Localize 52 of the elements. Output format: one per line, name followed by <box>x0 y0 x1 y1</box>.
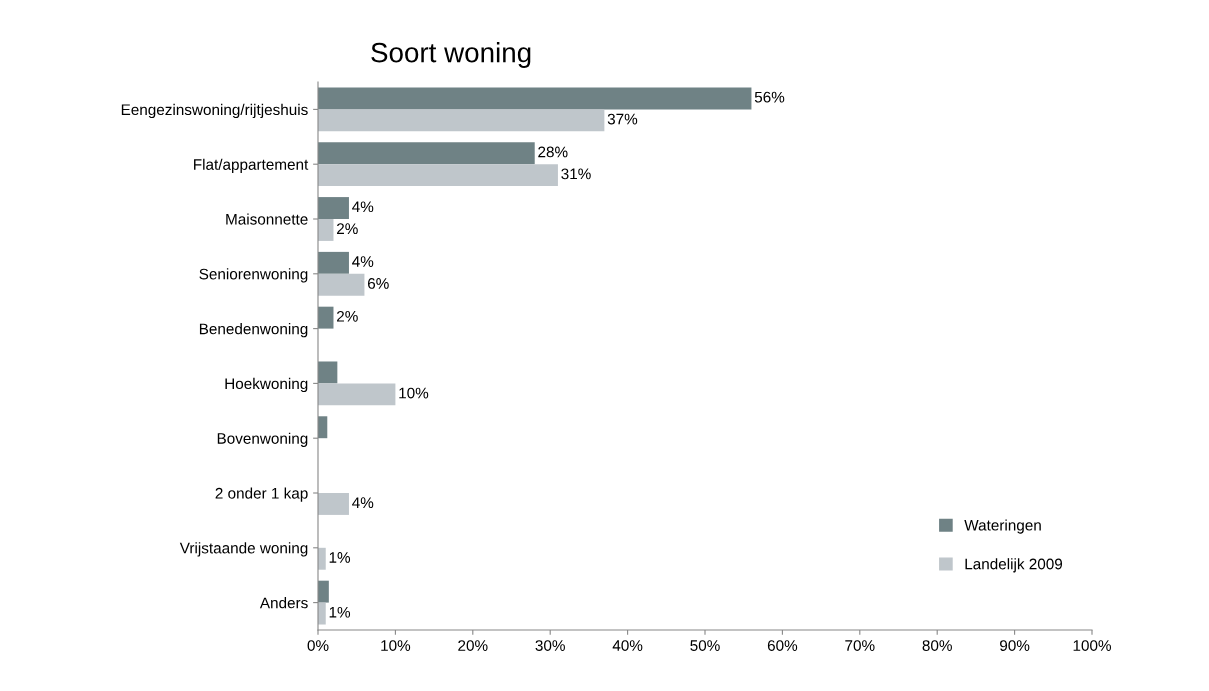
bar <box>318 87 752 110</box>
data-label: 1% <box>329 606 351 618</box>
legend-label: Landelijk 2009 <box>965 558 1063 573</box>
data-label: 4% <box>352 256 374 267</box>
bar <box>318 493 349 515</box>
data-label: 1% <box>329 552 351 563</box>
bar <box>318 306 334 329</box>
chart-title: Soort woning <box>371 42 531 68</box>
x-tick-label: 80% <box>922 640 952 651</box>
bar <box>318 580 329 603</box>
bar <box>318 602 326 625</box>
data-label: 31% <box>561 168 591 180</box>
data-label: 56% <box>754 91 785 103</box>
x-tick-label: 90% <box>1000 640 1030 651</box>
data-label: 6% <box>367 278 389 289</box>
data-label: 37% <box>607 113 638 125</box>
y-tick-label: Hoekwoning <box>225 377 308 393</box>
bar <box>318 109 605 132</box>
data-label: 4% <box>352 201 374 213</box>
x-tick-label: 50% <box>690 640 720 651</box>
y-tick-label: Flat/appartement <box>194 158 309 173</box>
data-label: 4% <box>352 497 374 508</box>
x-tick-label: 40% <box>612 640 643 651</box>
bar <box>318 273 365 296</box>
x-tick-label: 0% <box>307 640 329 651</box>
data-label: 10% <box>399 387 429 399</box>
legend-label: Wateringen <box>964 519 1041 534</box>
bar <box>318 547 326 570</box>
y-tick-label: Maisonnette <box>226 213 308 225</box>
x-tick-label: 20% <box>458 640 488 651</box>
y-tick-label: Seniorenwoning <box>199 268 308 283</box>
y-tick-label: Benedenwoning <box>199 323 308 338</box>
bar <box>318 197 349 219</box>
x-tick-label: 30% <box>535 640 565 651</box>
x-tick-label: 10% <box>381 640 411 651</box>
y-tick-label: Vrijstaande woning <box>179 542 308 557</box>
bar <box>318 361 338 384</box>
x-tick-label: 70% <box>845 640 875 651</box>
bar <box>318 164 558 187</box>
data-label: 28% <box>538 146 568 158</box>
x-tick-label: 100% <box>1073 640 1111 651</box>
data-label: 2% <box>337 310 358 322</box>
y-tick-label: Bovenwoning <box>217 432 308 447</box>
bar <box>318 219 334 241</box>
y-tick-label: Anders <box>259 597 308 609</box>
bar <box>318 251 349 274</box>
bar <box>318 142 535 165</box>
y-tick-label: 2 onder 1 kap <box>215 487 308 502</box>
y-tick-label: Eengezinswoning/rijtjeshuis <box>121 103 308 119</box>
data-label: 2% <box>337 223 358 234</box>
bar <box>318 383 396 406</box>
x-tick-label: 60% <box>767 640 798 651</box>
